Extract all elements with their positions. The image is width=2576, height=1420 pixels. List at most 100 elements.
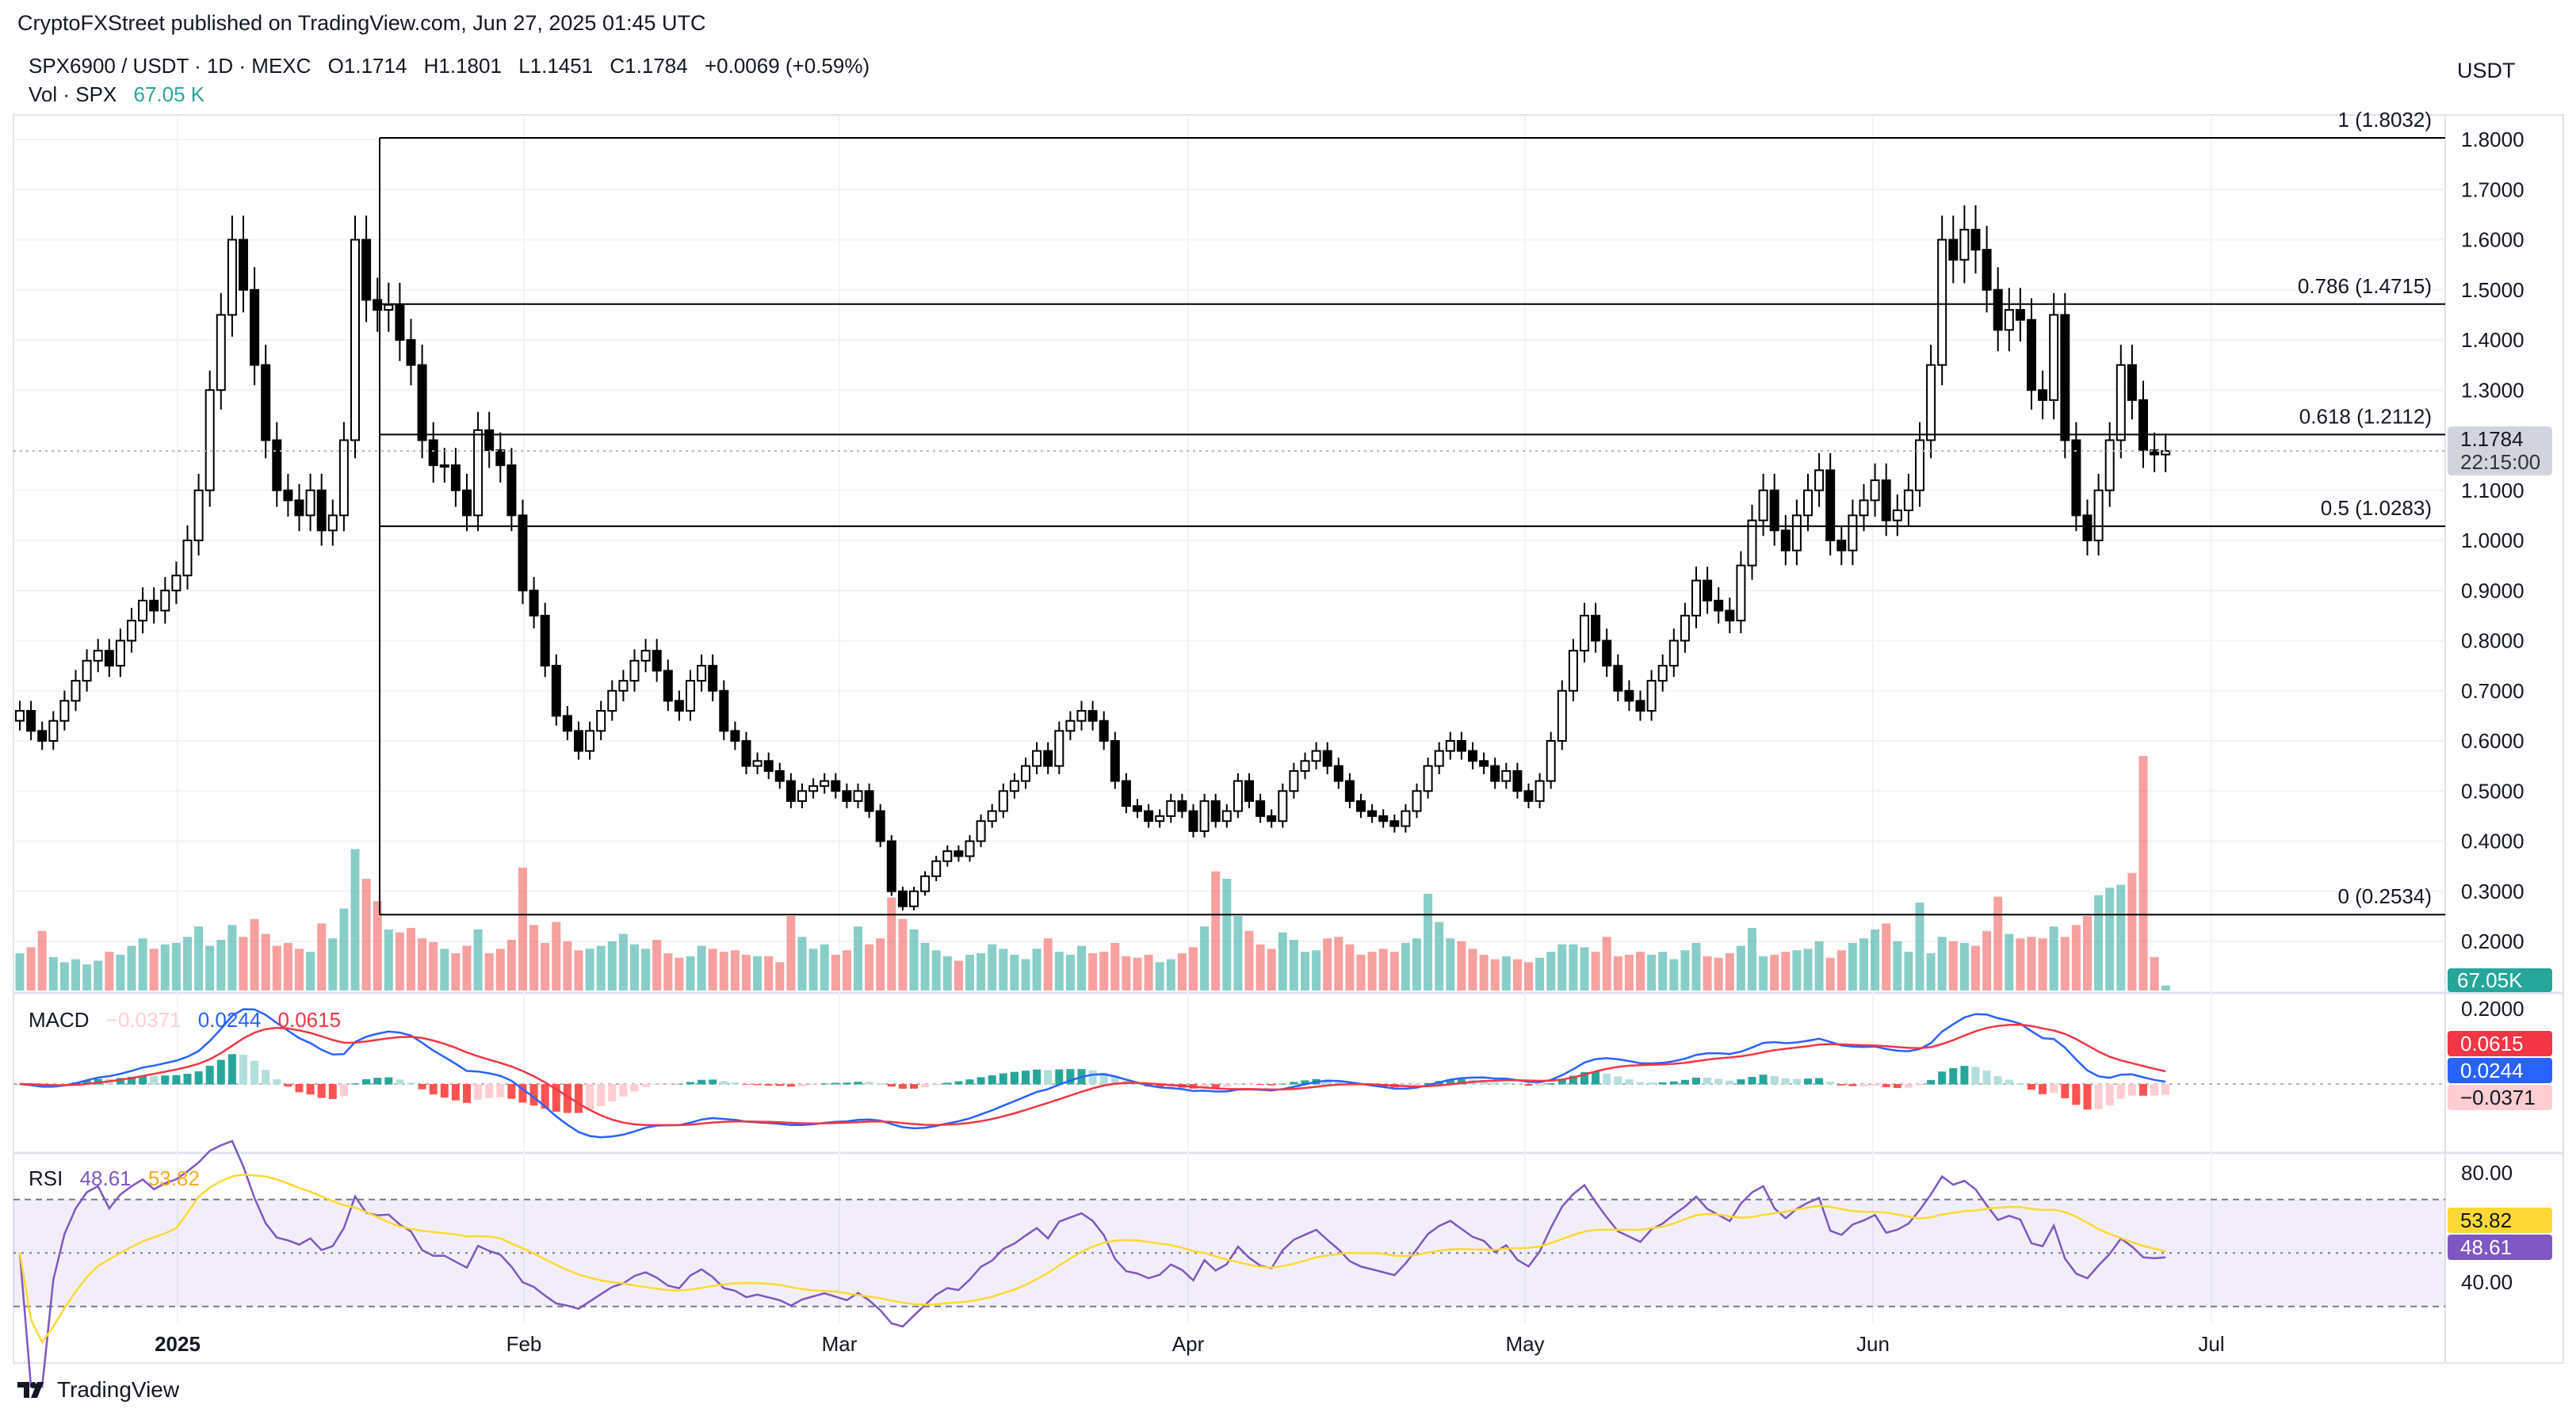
candle bbox=[1199, 793, 1210, 838]
rsi-label[interactable]: RSI bbox=[29, 1166, 63, 1190]
candle bbox=[886, 834, 896, 896]
candle-body bbox=[93, 650, 103, 662]
macd-histogram-bar bbox=[720, 1081, 728, 1085]
macd-histogram-bar bbox=[652, 1084, 661, 1086]
candle bbox=[618, 670, 629, 702]
volume-bar bbox=[407, 928, 415, 991]
candle-body bbox=[1668, 639, 1679, 667]
volume-bar bbox=[272, 945, 281, 991]
macd-histogram-bar bbox=[339, 1084, 348, 1096]
candle-body bbox=[37, 730, 48, 742]
candle-body bbox=[1378, 815, 1389, 823]
volume-bar bbox=[1993, 896, 2003, 991]
macd-histogram-bar bbox=[1044, 1070, 1053, 1085]
candle-body bbox=[1613, 665, 1623, 692]
macd-histogram-bar bbox=[1055, 1069, 1064, 1085]
macd-histogram-bar bbox=[854, 1082, 862, 1085]
candle-body bbox=[785, 780, 796, 802]
candle bbox=[272, 422, 282, 507]
price-tick-label: 1.0000 bbox=[2461, 529, 2524, 552]
candle bbox=[920, 871, 931, 896]
candle bbox=[506, 448, 517, 532]
time-axis-label: May bbox=[1505, 1332, 1544, 1356]
macd-histogram-bar bbox=[328, 1084, 337, 1099]
time-axis-label: Jul bbox=[2198, 1332, 2224, 1356]
volume-bar bbox=[1524, 962, 1533, 991]
macd-histogram-bar bbox=[1256, 1084, 1265, 1086]
volume-bar bbox=[216, 940, 226, 991]
currency-label: USDT bbox=[2457, 59, 2516, 82]
candle-body bbox=[1110, 740, 1120, 782]
macd-label[interactable]: MACD bbox=[29, 1008, 90, 1032]
macd-histogram-bar bbox=[2016, 1082, 2024, 1085]
price-tick-label: 1.8000 bbox=[2461, 128, 2524, 151]
macd-histogram-bar bbox=[396, 1079, 404, 1085]
volume-bar bbox=[1301, 952, 1309, 991]
candle-body bbox=[842, 790, 852, 802]
candle bbox=[1401, 804, 1411, 833]
candle-body bbox=[2138, 399, 2148, 452]
volume-bar bbox=[920, 942, 930, 991]
macd-histogram-bar bbox=[496, 1084, 505, 1097]
macd-histogram-bar bbox=[1658, 1082, 1667, 1085]
volume-bar bbox=[1334, 937, 1343, 991]
macd-histogram-bar bbox=[273, 1078, 281, 1085]
volume-bar bbox=[1267, 949, 1276, 991]
volume-bar bbox=[2105, 888, 2115, 991]
volume-bar bbox=[574, 950, 583, 991]
candle bbox=[686, 670, 695, 721]
candle-body bbox=[1881, 479, 1891, 521]
candle bbox=[1736, 551, 1746, 634]
macd-histogram-bar bbox=[362, 1079, 371, 1085]
candle bbox=[227, 216, 237, 337]
candle bbox=[82, 649, 92, 692]
candle-body bbox=[2015, 309, 2025, 321]
candle-body bbox=[160, 590, 170, 612]
candle-body bbox=[1703, 579, 1713, 601]
macd-histogram-bar bbox=[306, 1084, 315, 1095]
candle-body bbox=[920, 875, 931, 892]
volume-bar bbox=[1468, 949, 1477, 991]
volume-bar bbox=[1412, 938, 1421, 991]
volume-bar bbox=[1512, 959, 1522, 991]
candle bbox=[1412, 783, 1422, 819]
macd-histogram-bar bbox=[709, 1079, 717, 1085]
candle bbox=[998, 783, 1008, 819]
volume-bar bbox=[618, 933, 628, 991]
candle bbox=[820, 773, 830, 794]
candle-body bbox=[1344, 780, 1355, 802]
candle bbox=[350, 216, 360, 459]
candle-body bbox=[1221, 810, 1232, 823]
candle bbox=[774, 762, 785, 789]
price-tick-label: 0.7000 bbox=[2461, 679, 2524, 703]
candle-body bbox=[1970, 228, 1981, 251]
candle bbox=[171, 561, 182, 605]
candle-body bbox=[2127, 364, 2137, 401]
ohlc-change: +0.0069 (+0.59%) bbox=[704, 54, 870, 78]
macd-histogram-bar bbox=[295, 1084, 304, 1093]
tradingview-logo[interactable]: TradingView bbox=[17, 1377, 179, 1403]
symbol-name[interactable]: SPX6900 / USDT · 1D · MEXC bbox=[29, 54, 311, 78]
candle-body bbox=[1367, 810, 1378, 817]
macd-histogram-bar bbox=[1703, 1078, 1712, 1085]
volume-bar bbox=[1915, 903, 1924, 991]
macd-signal-line bbox=[19, 1023, 2166, 1127]
candle bbox=[1602, 628, 1612, 678]
candle bbox=[450, 448, 461, 507]
candle bbox=[987, 804, 997, 828]
candle-body bbox=[406, 339, 416, 366]
volume-bar bbox=[350, 849, 360, 991]
candle bbox=[71, 670, 81, 712]
volume-label: Vol · SPX bbox=[29, 82, 117, 106]
candle bbox=[2071, 422, 2081, 532]
volume-bar bbox=[1177, 953, 1187, 991]
candle-body bbox=[361, 239, 372, 301]
volume-bar bbox=[451, 953, 461, 991]
volume-bar bbox=[529, 925, 539, 991]
volume-bar bbox=[1144, 954, 1153, 991]
macd-histogram-bar bbox=[675, 1083, 683, 1085]
volume-bar bbox=[94, 960, 103, 991]
macd-histogram-bar bbox=[351, 1083, 359, 1085]
macd-histogram-bar bbox=[2061, 1084, 2070, 1098]
